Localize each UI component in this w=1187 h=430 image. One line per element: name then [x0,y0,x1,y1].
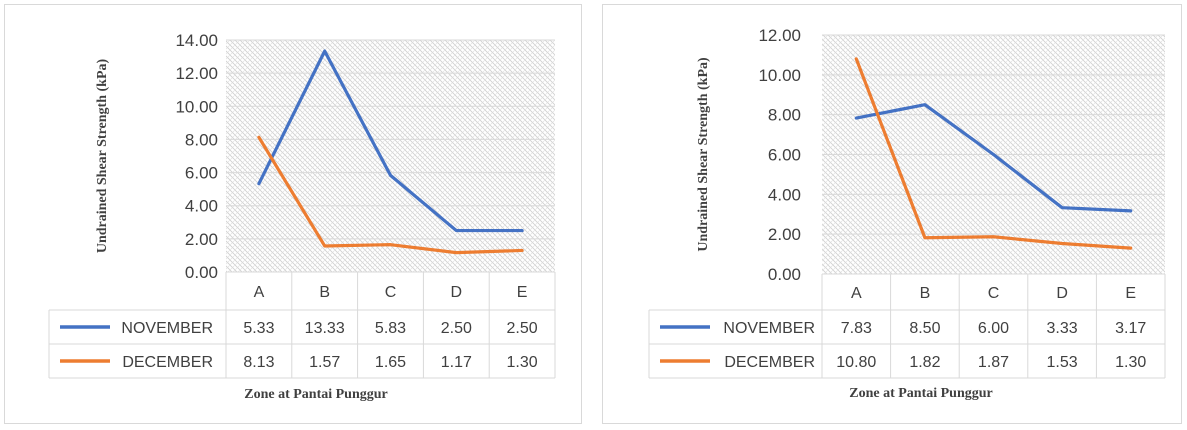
y-tick-label: 2.00 [185,230,218,249]
y-tick-label: 10.00 [758,66,801,85]
x-category-label: B [920,285,931,302]
x-category-label: A [851,285,862,302]
data-table [648,273,1166,379]
data-table [48,271,556,379]
data-value-cell: 3.17 [1115,320,1146,337]
series-name: NOVEMBER [121,320,213,337]
line-chart-right: 0.00 2.00 4.00 6.00 8.00 10.00 12.00 A B C D E NOVEM… [648,26,1166,401]
x-category-label: C [385,284,397,301]
data-value-cell: 2.50 [507,320,538,337]
y-tick-label: 12.00 [175,64,218,83]
y-tick-label: 6.00 [768,146,801,165]
data-value-cell: 1.17 [441,354,472,371]
data-value-cell: 3.33 [1047,320,1078,337]
chart-panel-left: 0.00 2.00 4.00 6.00 8.00 10.00 12.00 14.00 A B C D E… [4,4,582,424]
data-value-cell: 1.30 [1115,354,1146,371]
data-value-cell: 8.13 [243,354,274,371]
series-name: DECEMBER [724,354,815,371]
data-value-cell: 5.83 [375,320,406,337]
y-tick-label: 10.00 [175,97,218,116]
data-value-cell: 10.80 [836,354,876,371]
y-tick-label: 8.00 [185,130,218,149]
data-value-cell: 1.65 [375,354,406,371]
x-category-label: C [988,285,1000,302]
y-tick-label: 4.00 [185,197,218,216]
series-name: NOVEMBER [723,320,815,337]
data-value-cell: 1.57 [309,354,340,371]
x-axis-title: Zone at Pantai Punggur [244,387,388,402]
chart-panel-right: 0.00 2.00 4.00 6.00 8.00 10.00 12.00 A B C D E NOVEM… [602,4,1182,424]
data-value-cell: 2.50 [441,320,472,337]
y-tick-label: 4.00 [768,185,801,204]
x-category-label: A [254,284,265,301]
data-value-cell: 13.33 [305,320,345,337]
y-tick-label: 0.00 [768,265,801,284]
y-tick-label: 8.00 [768,106,801,125]
plot-area [226,40,555,272]
data-value-cell: 7.83 [841,320,872,337]
data-value-cell: 1.53 [1047,354,1078,371]
data-value-cell: 8.50 [909,320,940,337]
x-category-label: D [451,284,463,301]
data-value-cell: 6.00 [978,320,1009,337]
x-category-label: E [517,284,528,301]
y-tick-label: 12.00 [758,26,801,45]
y-tick-label: 0.00 [185,263,218,282]
y-tick-label: 2.00 [768,225,801,244]
x-category-label: B [319,284,330,301]
y-axis-title: Undrained Shear Strength (kPa) [95,58,110,253]
data-value-cell: 1.82 [909,354,940,371]
y-tick-label: 6.00 [185,164,218,183]
series-name: DECEMBER [122,354,213,371]
x-category-label: D [1056,285,1068,302]
data-value-cell: 1.30 [507,354,538,371]
data-value-cell: 5.33 [243,320,274,337]
x-axis-title: Zone at Pantai Punggur [849,386,993,401]
y-axis-title: Undrained Shear Strength (kPa) [696,57,711,252]
x-category-label: E [1125,285,1136,302]
y-tick-label: 14.00 [175,31,218,50]
data-value-cell: 1.87 [978,354,1009,371]
